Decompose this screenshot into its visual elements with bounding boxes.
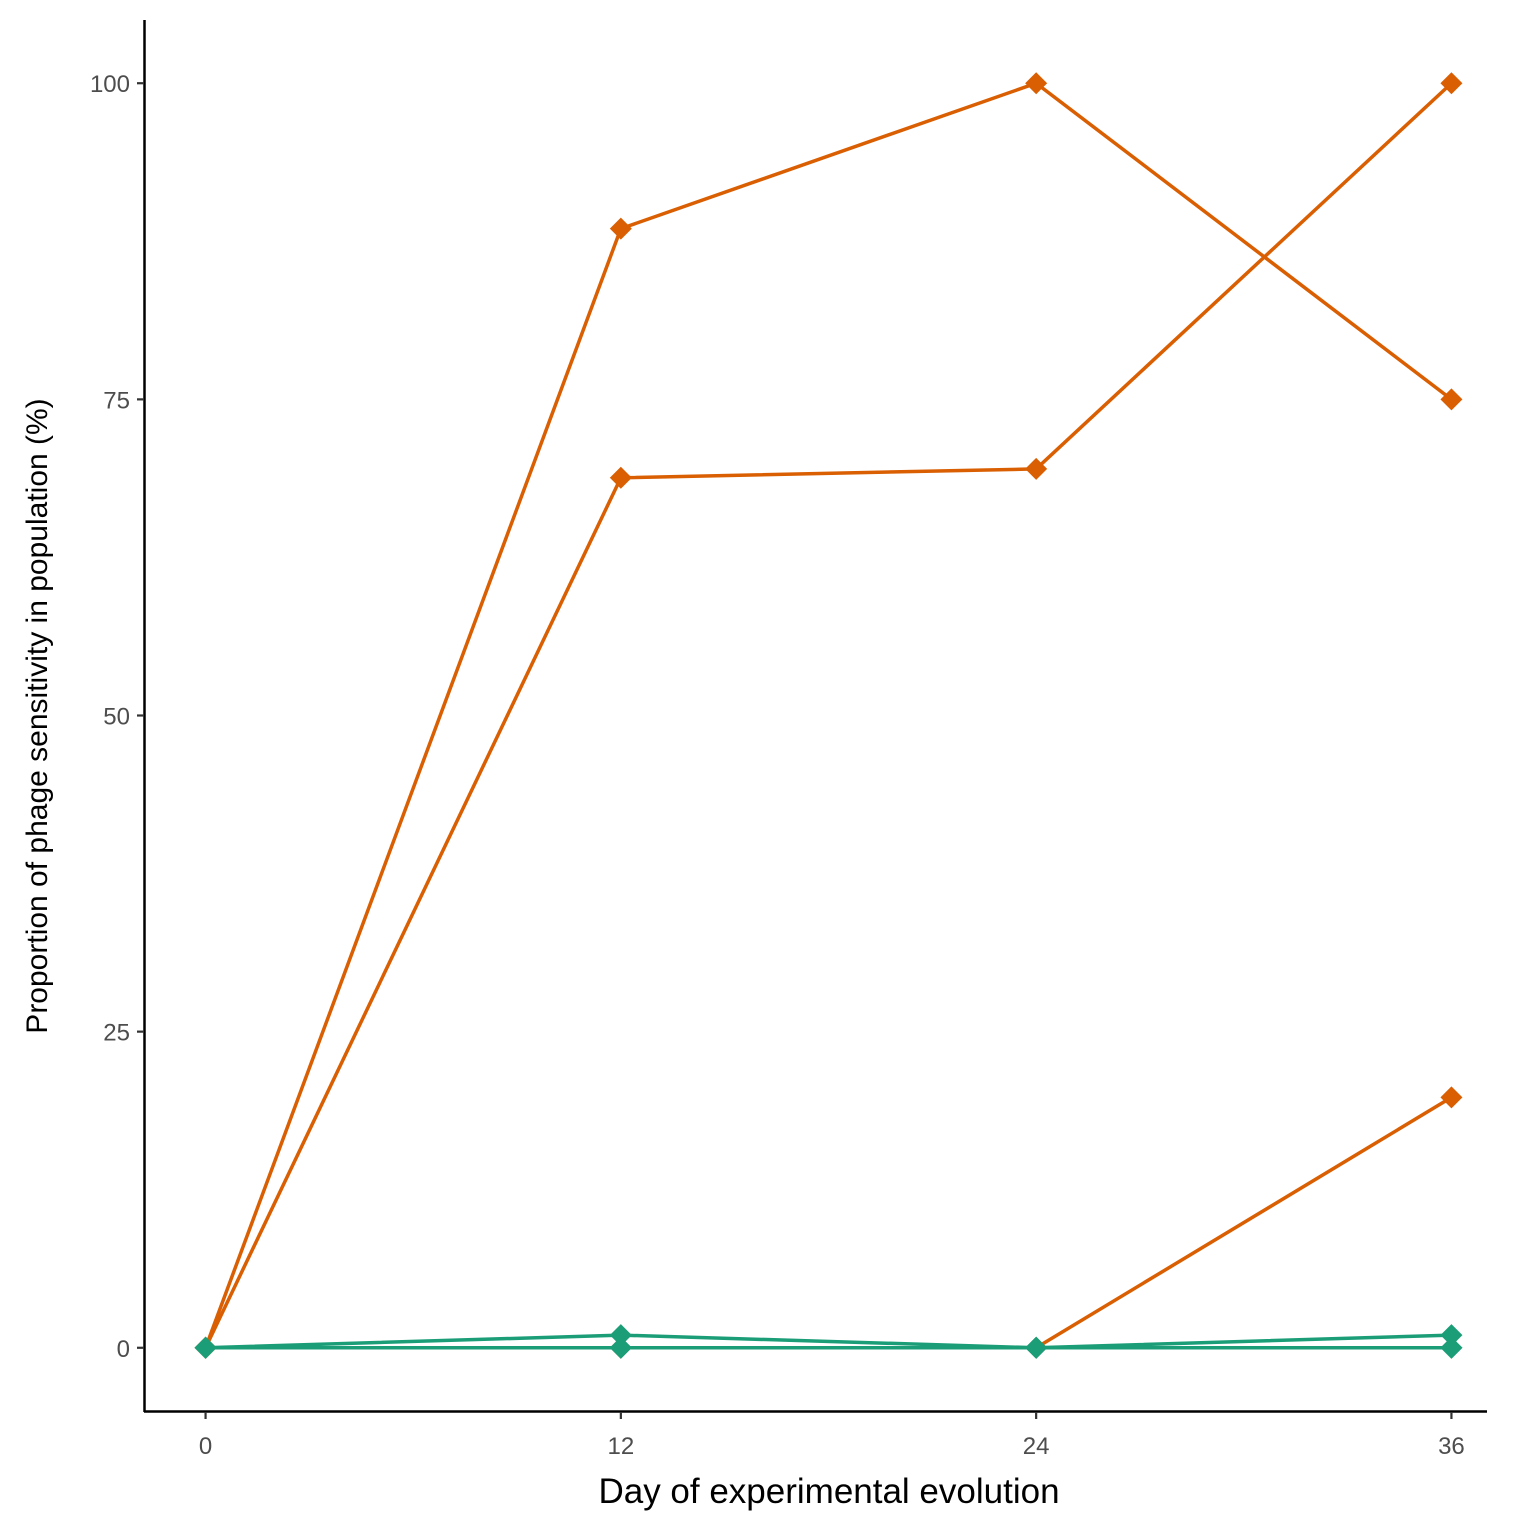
data-point-s2-4 xyxy=(1440,72,1463,95)
y-tick-label: 50 xyxy=(103,704,130,731)
data-point-s2-2 xyxy=(609,466,632,489)
y-tick-label: 100 xyxy=(90,71,130,98)
series-line-1 xyxy=(203,81,1453,1349)
y-axis-ticks: 0 25 50 75 100 xyxy=(90,71,144,1363)
data-point-s6-4 xyxy=(1440,1336,1463,1359)
series-layer xyxy=(194,72,1463,1359)
data-point-s3-4 xyxy=(1440,1086,1463,1109)
data-point-s4-2 xyxy=(609,1324,632,1347)
data-point-s1-3 xyxy=(1025,72,1048,95)
data-point-s1-4 xyxy=(1440,388,1463,411)
data-point-s4-4 xyxy=(1440,1324,1463,1347)
x-tick-label: 24 xyxy=(1023,1433,1050,1460)
series-line-4 xyxy=(205,1333,1452,1350)
data-point-s2-3 xyxy=(1025,457,1048,480)
data-point-s6-2 xyxy=(609,1336,632,1359)
x-tick-label: 12 xyxy=(608,1433,635,1460)
y-axis-title: Proportion of phage sensitivity in popul… xyxy=(21,398,54,1033)
data-point-s6-1 xyxy=(194,1336,217,1359)
y-tick-label: 25 xyxy=(103,1020,130,1047)
data-point-s1-2 xyxy=(609,217,632,240)
x-axis-title: Day of experimental evolution xyxy=(598,1472,1059,1511)
y-tick-label: 75 xyxy=(103,387,130,414)
series-line-3 xyxy=(205,1095,1453,1350)
x-tick-label: 36 xyxy=(1438,1433,1465,1460)
series-line-2 xyxy=(203,81,1453,1349)
x-axis-ticks: 0 12 24 36 xyxy=(199,1412,1465,1460)
y-tick-label: 0 xyxy=(117,1336,130,1363)
data-point-s6-3 xyxy=(1025,1336,1048,1359)
x-tick-label: 0 xyxy=(199,1433,212,1460)
